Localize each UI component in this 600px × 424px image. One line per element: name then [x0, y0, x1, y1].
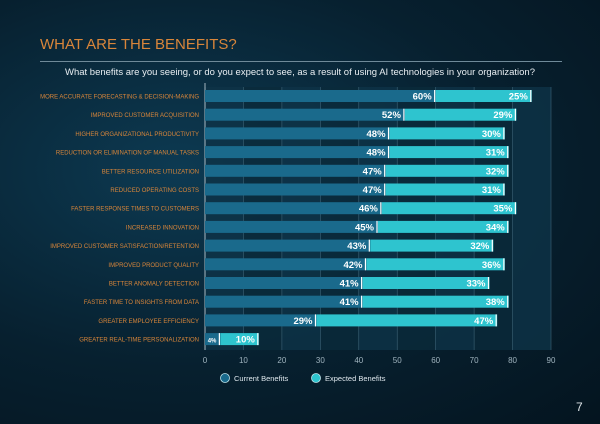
data-label: 45% — [355, 222, 375, 233]
expected-bar — [389, 127, 505, 140]
category-label: BETTER ANOMALY DETECTION — [109, 282, 199, 288]
data-label: 25% — [509, 92, 529, 103]
current-bar — [205, 295, 363, 308]
category-label: IMPROVED PRODUCT QUALITY — [108, 263, 199, 269]
grid-band — [205, 87, 244, 350]
data-label: 32% — [470, 241, 490, 252]
category-label: HIGHER ORGANIZATIONAL PRODUCTIVITY — [75, 132, 199, 138]
category-label: FASTER TIME TO INSIGHTS FROM DATA — [84, 300, 199, 306]
category-label: REDUCED OPERATING COSTS — [110, 188, 199, 194]
category-label: GREATER REAL-TIME PERSONALIZATION — [79, 338, 199, 344]
x-tick-label: 30 — [316, 356, 325, 365]
grid-band — [474, 87, 513, 350]
current-bar — [205, 164, 386, 177]
legend-label: Current Benefits — [234, 374, 288, 383]
x-tick-label: 0 — [203, 356, 208, 365]
x-tick-label: 90 — [547, 356, 556, 365]
current-bar — [205, 202, 382, 215]
expected-bar — [366, 258, 505, 271]
data-label: 10% — [236, 335, 256, 346]
data-label: 31% — [482, 185, 502, 196]
grid-band — [435, 87, 475, 350]
data-label: 47% — [363, 185, 383, 196]
data-label: 52% — [382, 110, 402, 121]
grid-band — [320, 87, 359, 350]
x-tick-label: 40 — [354, 356, 363, 365]
current-bar — [205, 220, 378, 233]
data-label: 43% — [347, 241, 367, 252]
current-bar — [205, 314, 317, 327]
title-divider — [40, 61, 562, 62]
expected-bar — [404, 108, 517, 121]
data-label: 4% — [208, 339, 217, 345]
expected-bar — [378, 220, 509, 233]
current-bar — [205, 333, 221, 346]
data-label: 48% — [367, 129, 387, 140]
category-label: IMPROVED CUSTOMER ACQUISITION — [91, 113, 199, 119]
x-tick-label: 10 — [239, 356, 248, 365]
data-label: 35% — [493, 204, 513, 215]
category-label: GREATER EMPLOYEE EFFICIENCY — [98, 319, 199, 325]
data-label: 46% — [359, 204, 379, 215]
expected-bar — [381, 202, 517, 215]
category-label: FASTER RESPONSE TIMES TO CUSTOMERS — [71, 207, 199, 213]
x-tick-label: 70 — [470, 356, 479, 365]
current-bar — [205, 127, 390, 140]
data-label: 47% — [474, 316, 494, 327]
legend-current-swatch — [220, 373, 230, 383]
data-label: 60% — [413, 92, 433, 103]
expected-bar — [220, 333, 259, 346]
data-label: 48% — [367, 148, 387, 159]
data-label: 29% — [493, 110, 513, 121]
data-label: 29% — [293, 316, 313, 327]
expected-bar — [370, 239, 494, 252]
data-label: 41% — [340, 279, 360, 290]
x-tick-label: 50 — [393, 356, 402, 365]
legend-label: Expected Benefits — [325, 374, 386, 383]
expected-bar — [316, 314, 498, 327]
data-label: 38% — [486, 297, 506, 308]
expected-bar — [385, 164, 509, 177]
page-title: WHAT ARE THE BENEFITS? — [40, 36, 237, 53]
current-bar — [205, 90, 436, 102]
category-label: MORE ACCURATE FORECASTING & DECISION-MAK… — [40, 95, 199, 101]
x-tick-label: 80 — [508, 356, 517, 365]
grid-band — [397, 87, 436, 350]
data-label: 34% — [486, 222, 506, 233]
chart-title: What benefits are you seeing, or do you … — [64, 67, 535, 78]
expected-bar — [385, 183, 505, 196]
data-label: 30% — [482, 129, 502, 140]
current-bar — [205, 277, 363, 289]
legend-expected-swatch — [311, 373, 321, 383]
data-label: 47% — [363, 166, 383, 177]
category-label: BETTER RESOURCE UTILIZATION — [102, 169, 199, 175]
current-bar — [205, 258, 367, 271]
expected-bar — [362, 295, 509, 308]
data-label: 33% — [466, 279, 486, 290]
expected-bar — [435, 90, 532, 102]
page-number: 7 — [576, 400, 583, 414]
expected-bar — [389, 146, 509, 159]
data-label: 36% — [482, 260, 502, 271]
data-label: 41% — [340, 297, 360, 308]
x-tick-label: 60 — [431, 356, 440, 365]
data-label: 42% — [343, 260, 363, 271]
current-bar — [205, 146, 390, 159]
x-tick-label: 20 — [277, 356, 286, 365]
current-bar — [205, 239, 371, 252]
data-label: 32% — [486, 166, 506, 177]
grid-band — [512, 87, 551, 350]
category-label: INCREASED INNOVATION — [126, 225, 199, 231]
grid-band — [243, 87, 282, 350]
grid-band — [358, 87, 398, 350]
current-bar — [205, 108, 405, 121]
data-label: 31% — [486, 148, 506, 159]
grid-band — [281, 87, 321, 350]
current-bar — [205, 183, 386, 196]
category-label: REDUCTION OR ELIMINATION OF MANUAL TASKS — [56, 151, 199, 157]
category-label: IMPROVED CUSTOMER SATISFACTION/RETENTION — [50, 244, 199, 250]
expected-bar — [362, 277, 490, 289]
